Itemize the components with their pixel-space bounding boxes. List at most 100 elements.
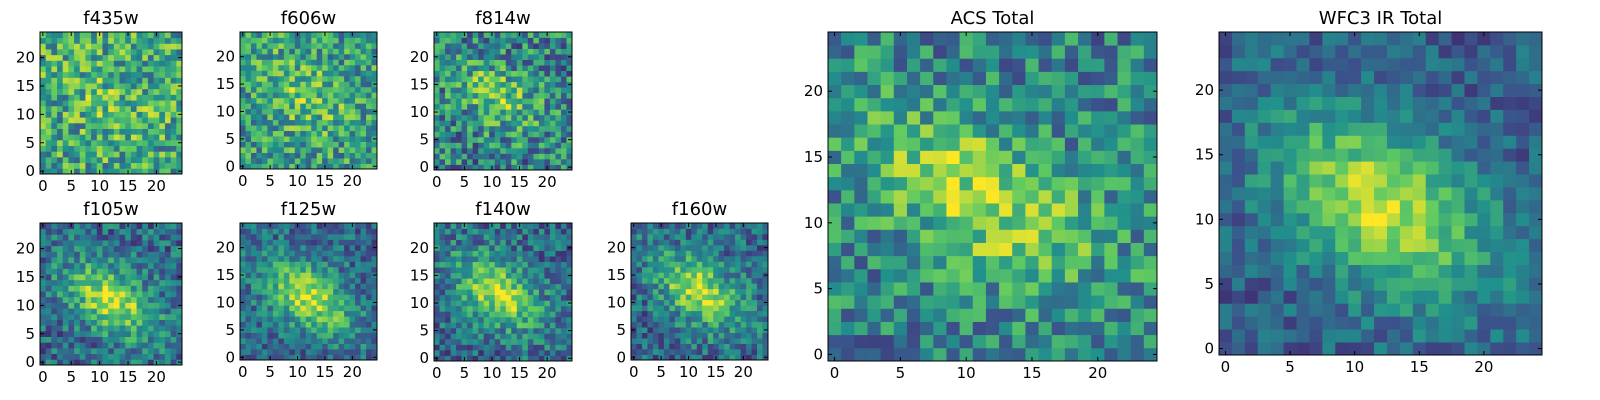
- heatmap-cell: [445, 239, 451, 246]
- heatmap-cell: [159, 100, 166, 107]
- heatmap-cell: [511, 81, 518, 88]
- heatmap-cell: [1051, 176, 1066, 191]
- heatmap-cell: [1078, 268, 1092, 283]
- heatmap-cell: [125, 285, 132, 292]
- heatmap-cell: [278, 255, 285, 262]
- heatmap-cell: [713, 272, 720, 279]
- heatmap-cell: [533, 98, 540, 105]
- heatmap-cell: [906, 347, 921, 362]
- heatmap-cell: [729, 266, 736, 273]
- heatmap-cell: [631, 294, 637, 301]
- heatmap-cell: [1025, 334, 1039, 349]
- heatmap-cell: [867, 334, 882, 349]
- heatmap-cell: [647, 266, 654, 273]
- heatmap-cell: [456, 245, 462, 251]
- heatmap-cell: [333, 266, 340, 273]
- heatmap-cell: [461, 289, 468, 296]
- heatmap-cell: [153, 111, 160, 118]
- heatmap-cell: [289, 130, 296, 137]
- heatmap-cell: [985, 229, 1000, 243]
- heatmap-cell: [533, 87, 540, 94]
- heatmap-cell: [636, 283, 643, 290]
- heatmap-cell: [522, 131, 529, 138]
- heatmap-cell: [153, 279, 160, 286]
- heatmap-cell: [713, 250, 720, 257]
- heatmap-cell: [472, 228, 479, 235]
- heatmap-cell: [467, 300, 474, 307]
- heatmap-cell: [102, 268, 109, 275]
- heatmap-cell: [159, 245, 166, 252]
- heatmap-cell: [1038, 216, 1053, 230]
- heatmap-cell: [494, 256, 501, 263]
- heatmap-cell: [527, 349, 534, 356]
- heatmap-cell: [445, 87, 451, 94]
- heatmap-cell: [278, 233, 285, 240]
- y-tick-label: 0: [225, 348, 235, 366]
- heatmap-cell: [1143, 308, 1158, 322]
- heatmap-cell: [333, 223, 340, 229]
- heatmap-cell: [305, 163, 312, 170]
- heatmap-cell: [119, 168, 126, 175]
- heatmap-cell: [125, 240, 132, 247]
- heatmap-cell: [113, 223, 120, 230]
- heatmap-cell: [450, 245, 457, 251]
- heatmap-cell: [461, 136, 468, 143]
- heatmap-cell: [51, 325, 58, 332]
- heatmap-cell: [142, 88, 149, 95]
- heatmap-cell: [45, 128, 52, 135]
- heatmap-cell: [130, 156, 137, 164]
- heatmap-cell: [522, 311, 529, 318]
- heatmap-cell: [434, 48, 440, 55]
- heatmap-cell: [51, 94, 58, 101]
- x-tick-label: 5: [66, 368, 76, 386]
- heatmap-cell: [658, 299, 665, 306]
- heatmap-cell: [130, 100, 137, 107]
- heatmap-cell: [467, 333, 474, 340]
- heatmap-cell: [674, 244, 681, 251]
- heatmap-cell: [735, 321, 741, 328]
- heatmap-cell: [333, 250, 340, 257]
- heatmap-cell: [267, 64, 274, 71]
- heatmap-cell: [256, 277, 263, 284]
- heatmap-cell: [136, 342, 143, 349]
- heatmap-cell: [691, 244, 698, 251]
- heatmap-cell: [456, 250, 462, 257]
- heatmap-cell: [713, 233, 720, 240]
- heatmap-cell: [494, 114, 501, 121]
- heatmap-cell: [164, 37, 172, 44]
- heatmap-cell: [68, 313, 75, 320]
- heatmap-cell: [289, 310, 296, 317]
- heatmap-cell: [478, 228, 485, 235]
- heatmap-cell: [972, 242, 987, 257]
- heatmap-cell: [62, 117, 69, 124]
- heatmap-cell: [371, 141, 378, 148]
- heatmap-cell: [79, 319, 86, 326]
- heatmap-cell: [333, 130, 340, 137]
- heatmap-cell: [516, 294, 523, 301]
- heatmap-cell: [119, 128, 126, 135]
- heatmap-cell: [250, 158, 257, 164]
- heatmap-cell: [40, 285, 47, 292]
- heatmap-cell: [566, 349, 573, 356]
- heatmap-cell: [555, 344, 562, 351]
- heatmap-cell: [344, 338, 350, 344]
- heatmap-cell: [538, 65, 545, 72]
- x-tick-label: 10: [482, 173, 501, 191]
- heatmap-cell: [311, 228, 318, 235]
- heatmap-cell: [176, 60, 183, 67]
- heatmap-cell: [108, 296, 115, 303]
- heatmap-cell: [256, 255, 263, 262]
- heatmap-cell: [680, 272, 687, 279]
- heatmap-cell: [631, 283, 637, 290]
- heatmap-cell: [176, 49, 183, 56]
- heatmap-cell: [108, 37, 115, 44]
- heatmap-cell: [256, 152, 263, 159]
- heatmap-cell: [854, 163, 868, 178]
- heatmap-cell: [322, 64, 329, 71]
- heatmap-cell: [51, 32, 58, 39]
- heatmap-cell: [636, 288, 643, 295]
- heatmap-cell: [113, 128, 120, 135]
- heatmap-cell: [360, 233, 367, 240]
- heatmap-cell: [91, 330, 98, 337]
- heatmap-cell: [79, 302, 86, 309]
